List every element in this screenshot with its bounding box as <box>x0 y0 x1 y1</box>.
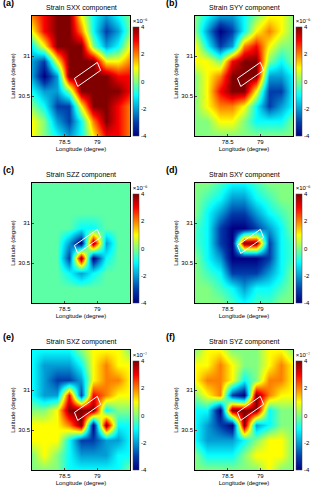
svg-text:79: 79 <box>94 306 101 312</box>
svg-text:78.5: 78.5 <box>59 139 71 145</box>
svg-text:-2: -2 <box>141 106 147 112</box>
svg-text:79: 79 <box>257 139 264 145</box>
svg-text:79: 79 <box>94 473 101 479</box>
svg-text:Latitude (degree): Latitude (degree) <box>173 53 179 99</box>
svg-text:30.5: 30.5 <box>181 427 193 433</box>
svg-text:Strain SYZ component: Strain SYZ component <box>209 338 279 346</box>
svg-text:Latitude (degree): Latitude (degree) <box>10 220 16 266</box>
svg-text:(c): (c) <box>3 165 14 175</box>
svg-text:Longitude (degree): Longitude (degree) <box>56 146 107 152</box>
svg-text:31: 31 <box>186 53 193 59</box>
svg-text:(a): (a) <box>3 0 14 8</box>
svg-text:0: 0 <box>304 79 308 85</box>
svg-text:Strain SXX component: Strain SXX component <box>46 4 117 12</box>
svg-text:31: 31 <box>186 387 193 393</box>
svg-text:×10⁻⁷: ×10⁻⁷ <box>133 352 147 358</box>
svg-text:78.5: 78.5 <box>222 306 234 312</box>
svg-text:Longitude (degree): Longitude (degree) <box>219 313 270 319</box>
svg-text:31: 31 <box>23 220 30 226</box>
svg-text:Longitude (degree): Longitude (degree) <box>56 480 107 486</box>
svg-text:Longitude (degree): Longitude (degree) <box>219 146 270 152</box>
svg-text:79: 79 <box>94 139 101 145</box>
svg-text:-4: -4 <box>141 133 147 139</box>
svg-text:78.5: 78.5 <box>222 473 234 479</box>
svg-text:4: 4 <box>141 358 145 364</box>
svg-text:-4: -4 <box>141 467 147 473</box>
svg-text:4: 4 <box>304 358 308 364</box>
svg-text:0: 0 <box>141 413 145 419</box>
svg-text:2: 2 <box>141 218 145 224</box>
svg-text:4: 4 <box>304 191 308 197</box>
svg-text:(e): (e) <box>3 332 14 342</box>
svg-text:4: 4 <box>141 24 145 30</box>
svg-text:4: 4 <box>304 24 308 30</box>
svg-text:Longitude (degree): Longitude (degree) <box>56 313 107 319</box>
svg-text:Latitude (degree): Latitude (degree) <box>173 387 179 433</box>
svg-text:×10⁻⁶: ×10⁻⁶ <box>296 185 311 191</box>
svg-text:30.5: 30.5 <box>18 93 30 99</box>
svg-text:0: 0 <box>304 246 308 252</box>
svg-text:-4: -4 <box>304 467 310 473</box>
svg-text:2: 2 <box>304 385 308 391</box>
svg-text:2: 2 <box>141 51 145 57</box>
svg-text:-2: -2 <box>141 273 147 279</box>
svg-text:Latitude (degree): Latitude (degree) <box>10 387 16 433</box>
svg-text:2: 2 <box>141 385 145 391</box>
svg-text:×10⁻⁶: ×10⁻⁶ <box>133 18 148 24</box>
svg-text:79: 79 <box>257 306 264 312</box>
svg-text:Strain SXY component: Strain SXY component <box>209 171 280 179</box>
svg-text:×10⁻⁶: ×10⁻⁶ <box>296 18 311 24</box>
svg-text:30.5: 30.5 <box>181 93 193 99</box>
svg-text:0: 0 <box>141 79 145 85</box>
svg-text:-2: -2 <box>304 273 310 279</box>
svg-text:Strain SZZ component: Strain SZZ component <box>46 171 116 179</box>
svg-text:30.5: 30.5 <box>18 427 30 433</box>
svg-text:31: 31 <box>186 220 193 226</box>
svg-text:(b): (b) <box>166 0 178 8</box>
svg-text:×10⁻⁷: ×10⁻⁷ <box>296 352 310 358</box>
svg-text:30.5: 30.5 <box>18 260 30 266</box>
svg-text:31: 31 <box>23 387 30 393</box>
svg-text:79: 79 <box>257 473 264 479</box>
svg-text:-4: -4 <box>141 300 147 306</box>
svg-text:(f): (f) <box>166 332 175 342</box>
svg-text:-2: -2 <box>304 440 310 446</box>
svg-text:30.5: 30.5 <box>181 260 193 266</box>
svg-text:Strain SXZ component: Strain SXZ component <box>46 338 116 346</box>
svg-text:Latitude (degree): Latitude (degree) <box>10 53 16 99</box>
svg-text:4: 4 <box>141 191 145 197</box>
svg-text:2: 2 <box>304 218 308 224</box>
svg-text:0: 0 <box>304 413 308 419</box>
svg-text:78.5: 78.5 <box>59 473 71 479</box>
svg-text:Latitude (degree): Latitude (degree) <box>173 220 179 266</box>
svg-text:Longitude (degree): Longitude (degree) <box>219 480 270 486</box>
svg-text:-2: -2 <box>304 106 310 112</box>
svg-text:-4: -4 <box>304 300 310 306</box>
svg-text:31: 31 <box>23 53 30 59</box>
svg-text:Strain SYY component: Strain SYY component <box>209 4 280 12</box>
svg-text:(d): (d) <box>166 165 178 175</box>
svg-text:78.5: 78.5 <box>222 139 234 145</box>
svg-text:-4: -4 <box>304 133 310 139</box>
svg-text:×10⁻⁶: ×10⁻⁶ <box>133 185 148 191</box>
svg-text:78.5: 78.5 <box>59 306 71 312</box>
svg-text:2: 2 <box>304 51 308 57</box>
svg-text:-2: -2 <box>141 440 147 446</box>
svg-text:0: 0 <box>141 246 145 252</box>
